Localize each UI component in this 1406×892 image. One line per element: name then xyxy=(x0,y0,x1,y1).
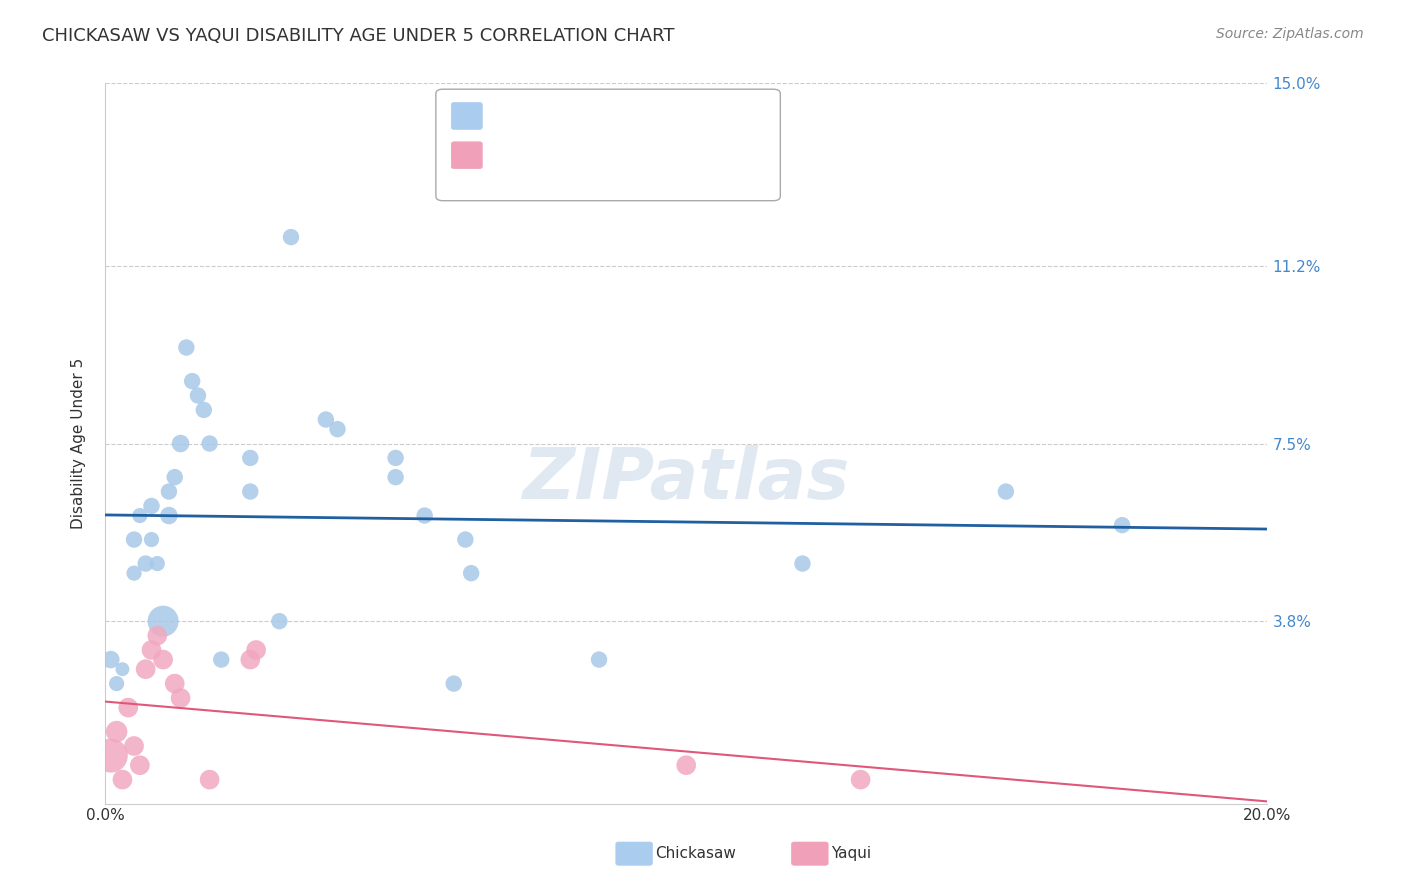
Point xyxy=(176,341,198,355)
Point xyxy=(117,700,139,714)
Point xyxy=(122,566,145,581)
Text: R = 0.235   N = 37: R = 0.235 N = 37 xyxy=(488,113,633,128)
Point xyxy=(384,470,406,484)
Point xyxy=(128,758,150,772)
Point xyxy=(198,436,221,450)
Point xyxy=(675,758,697,772)
Point xyxy=(1111,518,1133,533)
Point xyxy=(384,450,406,465)
Point xyxy=(157,484,180,499)
Text: Yaqui: Yaqui xyxy=(831,847,872,861)
Point xyxy=(157,508,180,523)
Point xyxy=(111,772,134,787)
Point xyxy=(454,533,477,547)
Point xyxy=(280,230,302,244)
Point xyxy=(105,676,128,690)
Point xyxy=(193,403,215,417)
Point xyxy=(135,557,157,571)
Point xyxy=(239,450,262,465)
Point xyxy=(163,470,186,484)
Point xyxy=(152,652,174,666)
Point xyxy=(994,484,1017,499)
Point xyxy=(198,772,221,787)
Point xyxy=(141,533,163,547)
Text: CHICKASAW VS YAQUI DISABILITY AGE UNDER 5 CORRELATION CHART: CHICKASAW VS YAQUI DISABILITY AGE UNDER … xyxy=(42,27,675,45)
Point xyxy=(100,748,122,763)
Point xyxy=(141,499,163,513)
Text: Chickasaw: Chickasaw xyxy=(655,847,737,861)
Point xyxy=(443,676,465,690)
Point xyxy=(122,739,145,753)
Point xyxy=(146,629,169,643)
Point xyxy=(152,614,174,628)
Point xyxy=(849,772,872,787)
Text: ZIPatlas: ZIPatlas xyxy=(523,445,849,514)
Point xyxy=(100,652,122,666)
Point xyxy=(163,676,186,690)
Y-axis label: Disability Age Under 5: Disability Age Under 5 xyxy=(72,358,86,529)
Point xyxy=(128,508,150,523)
Point xyxy=(245,643,267,657)
Point xyxy=(187,388,209,402)
Point xyxy=(146,557,169,571)
Point xyxy=(169,691,191,706)
Point xyxy=(326,422,349,436)
Point xyxy=(588,652,610,666)
Point xyxy=(135,662,157,676)
Point xyxy=(141,643,163,657)
Point xyxy=(111,662,134,676)
Point xyxy=(792,557,814,571)
Text: Source: ZipAtlas.com: Source: ZipAtlas.com xyxy=(1216,27,1364,41)
Point xyxy=(460,566,482,581)
Point xyxy=(209,652,232,666)
Point xyxy=(239,652,262,666)
Point xyxy=(413,508,436,523)
Point xyxy=(105,724,128,739)
Point xyxy=(169,436,191,450)
Point xyxy=(122,533,145,547)
Point xyxy=(239,484,262,499)
Point xyxy=(269,614,291,628)
Point xyxy=(315,412,337,426)
Text: R = -0.131   N = 17: R = -0.131 N = 17 xyxy=(488,149,638,164)
Point xyxy=(181,374,204,388)
